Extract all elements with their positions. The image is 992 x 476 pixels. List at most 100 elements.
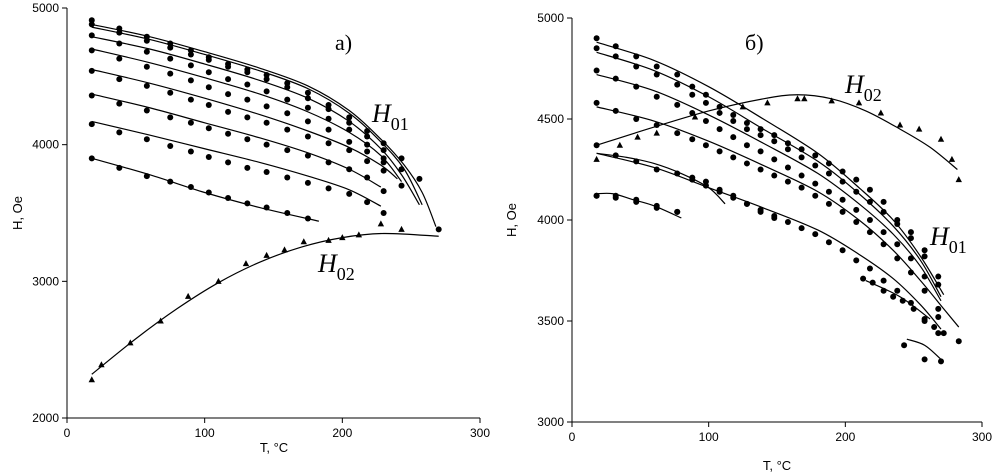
panel-label: а) (335, 30, 352, 55)
x-ticks: 0 100 200 300 (64, 418, 490, 440)
data-point-triangle (98, 361, 105, 368)
data-point (798, 184, 805, 191)
fit-curve (91, 48, 402, 182)
data-point-triangle (616, 141, 624, 148)
data-point (839, 208, 846, 215)
data-point (757, 132, 764, 139)
data-point (187, 62, 194, 69)
data-point (88, 32, 95, 39)
data-point (935, 330, 942, 337)
data-point (143, 136, 150, 143)
data-point (612, 107, 619, 114)
data-point (612, 152, 619, 159)
data-point (380, 140, 387, 147)
data-point (325, 140, 332, 147)
data-point (398, 182, 405, 189)
data-point (364, 158, 371, 165)
data-point (907, 229, 914, 236)
data-point (866, 265, 873, 272)
data-point-triangle (855, 99, 863, 106)
data-point (771, 156, 778, 163)
data-point-triangle (915, 125, 923, 132)
data-point (116, 100, 123, 107)
data-point (730, 192, 737, 199)
y-tick-label: 5000 (32, 1, 59, 15)
data-point (167, 44, 174, 51)
data-point (771, 132, 778, 139)
data-point (364, 133, 371, 140)
data-point (907, 299, 914, 306)
data-point (325, 102, 332, 109)
data-point (935, 313, 942, 320)
data-point (633, 63, 640, 70)
data-point (894, 255, 901, 262)
data-point (839, 196, 846, 203)
data-point (325, 185, 332, 192)
data-point (116, 129, 123, 136)
data-point (931, 324, 938, 331)
data-point (702, 142, 709, 149)
data-point (674, 81, 681, 88)
data-point (205, 56, 212, 63)
data-point (143, 48, 150, 55)
data-point (187, 119, 194, 126)
data-point (935, 273, 942, 280)
data-point (244, 69, 251, 76)
data-point (205, 69, 212, 76)
data-point (284, 96, 291, 103)
data-point-triangle (339, 234, 346, 241)
data-point (689, 83, 696, 90)
data-point (88, 17, 95, 24)
data-point (880, 229, 887, 236)
y-tick-label: 3500 (537, 314, 564, 328)
y-tick-label: 4500 (537, 112, 564, 126)
data-point (225, 108, 232, 115)
data-point (346, 147, 353, 154)
data-point (798, 172, 805, 179)
y-tick-label: 4000 (537, 213, 564, 227)
data-point (167, 89, 174, 96)
data-point (866, 217, 873, 223)
data-point-triangle (794, 95, 801, 102)
data-point (304, 179, 311, 186)
data-point (346, 190, 353, 197)
data-point (880, 277, 887, 284)
fit-curve (596, 152, 726, 205)
data-point (364, 199, 371, 206)
fit-curve (596, 51, 942, 298)
x-tick-label: 200 (332, 426, 352, 440)
y-tick-label: 5000 (537, 11, 564, 25)
data-point (894, 221, 901, 228)
data-point (812, 192, 819, 199)
fit-curve (596, 192, 682, 219)
fit-curve (91, 120, 382, 207)
data-point (743, 126, 750, 133)
data-point (730, 111, 737, 118)
data-point-triangle (377, 220, 385, 227)
data-point (653, 204, 660, 211)
data-point (880, 287, 887, 294)
data-point (346, 126, 353, 133)
data-point (304, 95, 311, 102)
y-axis-label: H, Oe (10, 196, 25, 230)
data-point (798, 154, 805, 161)
data-point-triangle (242, 260, 250, 267)
data-point (116, 29, 123, 36)
data-point (894, 287, 901, 294)
data-point (784, 178, 791, 185)
data-point (702, 118, 709, 125)
data-point (674, 101, 681, 108)
data-point (225, 91, 232, 98)
data-point (921, 318, 928, 324)
data-point (633, 116, 640, 122)
data-point (730, 134, 737, 141)
data-point (940, 330, 947, 337)
data-point (853, 206, 860, 213)
data-point (880, 198, 887, 205)
data-point (205, 189, 212, 196)
data-point (593, 192, 600, 199)
data-point (825, 200, 832, 207)
x-ticks: 0 100 200 300 (569, 422, 992, 444)
data-point (346, 166, 353, 173)
data-point-triangle (215, 277, 222, 284)
